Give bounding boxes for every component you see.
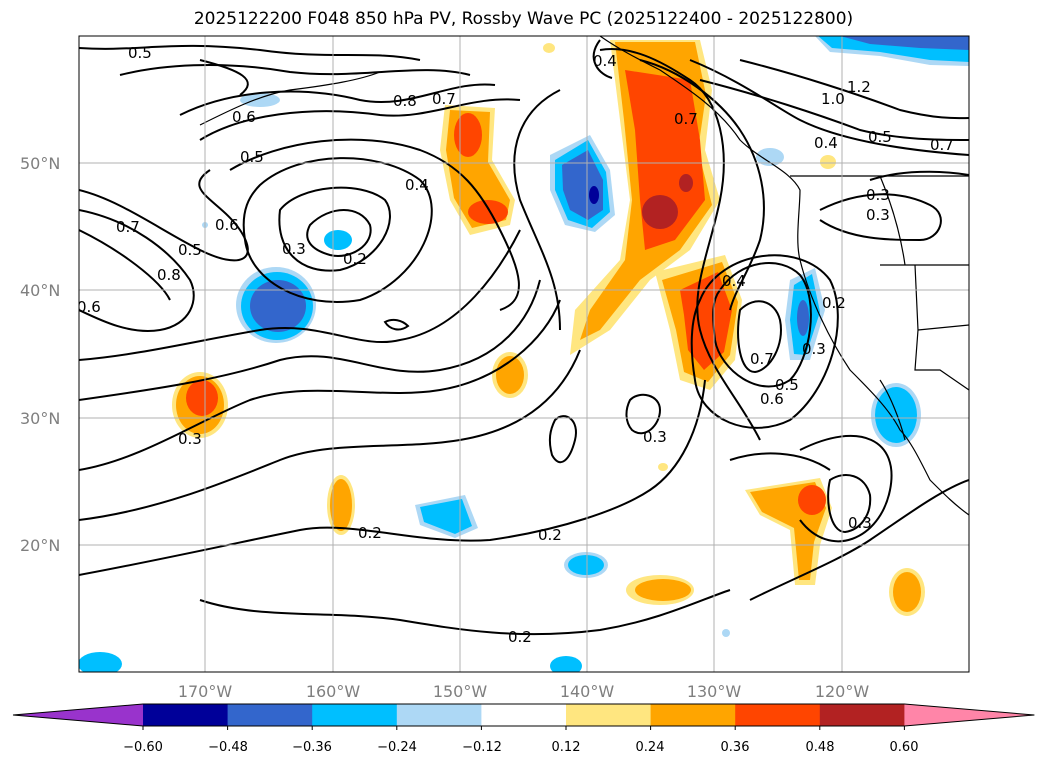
pv-contours	[79, 39, 969, 636]
lon-label-150w: 150°W	[433, 682, 488, 701]
colorbar-segment	[227, 704, 313, 726]
contour-labels: 0.5 0.6 0.5 0.8 0.7 0.4 0.6 0.7 0.5 0.8 …	[77, 44, 954, 646]
map-title: 2025122200 F048 850 hPa PV, Rossby Wave …	[193, 9, 854, 29]
contour-label: 0.7	[116, 218, 140, 236]
lon-label-170w: 170°W	[178, 682, 233, 701]
colorbar-tick-label: 0.48	[806, 740, 835, 755]
colorbar-segment	[819, 704, 905, 726]
colorbar-extend-min	[13, 704, 143, 726]
lat-label-50n: 50°N	[20, 154, 60, 173]
colorbar-segment	[566, 704, 652, 726]
contour-label: 0.7	[750, 350, 774, 368]
contour-label: 0.4	[593, 52, 617, 70]
colorbar-tick-label: 0.12	[552, 740, 581, 755]
contour-label: 0.2	[343, 250, 367, 268]
contour-label: 0.6	[77, 298, 101, 316]
contour-label: 0.3	[866, 186, 890, 204]
colorbar-tick-labels: −0.60 −0.48 −0.36 −0.24 −0.12 0.12 0.24 …	[123, 740, 918, 755]
contour-label: 0.4	[814, 134, 838, 152]
colorbar-tick-label: −0.36	[292, 740, 332, 755]
coastlines	[199, 36, 969, 516]
colorbar-segment	[735, 704, 821, 726]
contour-label: 0.8	[157, 266, 181, 284]
contour-label: 0.2	[822, 294, 846, 312]
colorbar-segment	[312, 704, 398, 726]
colorbar-segment	[650, 704, 736, 726]
map-background	[79, 36, 969, 672]
colorbar-tick-label: −0.48	[208, 740, 248, 755]
contour-label: 0.5	[240, 148, 264, 166]
colorbar-tick-label: −0.60	[123, 740, 163, 755]
lat-label-30n: 30°N	[20, 409, 60, 428]
contour-label: 0.6	[760, 390, 784, 408]
contour-label: 0.4	[722, 272, 746, 290]
contour-label: 0.6	[232, 108, 256, 126]
colorbar-segment	[396, 704, 482, 726]
contour-label: 0.3	[178, 430, 202, 448]
negative-anomaly-shading	[79, 36, 969, 672]
contour-label: 0.3	[802, 340, 826, 358]
colorbar-tick-label: −0.24	[377, 740, 417, 755]
contour-label: 0.6	[215, 216, 239, 234]
lat-label-40n: 40°N	[20, 281, 60, 300]
map-frame	[78, 35, 970, 673]
colorbar-segment	[481, 704, 567, 726]
gridlines	[79, 36, 969, 672]
lon-label-130w: 130°W	[687, 682, 742, 701]
contour-label: 0.5	[128, 44, 152, 62]
contour-label: 0.2	[358, 524, 382, 542]
contour-label: 0.5	[868, 128, 892, 146]
positive-anomaly-shading	[172, 40, 925, 616]
contour-label: 0.2	[538, 526, 562, 544]
colorbar-segment	[143, 704, 229, 726]
longitude-labels: 170°W 160°W 150°W 140°W 130°W 120°W	[178, 682, 870, 701]
contour-label: 0.3	[848, 514, 872, 532]
colorbar-tick-label: 0.24	[636, 740, 665, 755]
contour-label: 0.7	[930, 136, 954, 154]
colorbar-tick-label: 0.60	[890, 740, 919, 755]
contour-label: 1.0	[821, 90, 845, 108]
contour-label: 0.7	[674, 110, 698, 128]
contour-label: 0.8	[393, 92, 417, 110]
colorbar	[12, 703, 1035, 730]
contour-label: 0.7	[432, 90, 456, 108]
contour-label: 0.5	[178, 241, 202, 259]
latitude-labels: 50°N 40°N 30°N 20°N	[20, 154, 60, 555]
contour-label: 0.2	[508, 628, 532, 646]
lon-label-140w: 140°W	[560, 682, 615, 701]
contour-label: 0.5	[775, 376, 799, 394]
contour-label: 0.4	[405, 176, 429, 194]
contour-label: 0.3	[643, 428, 667, 446]
lon-label-160w: 160°W	[306, 682, 361, 701]
colorbar-tick-label: −0.12	[462, 740, 502, 755]
contour-label: 0.3	[282, 240, 306, 258]
contour-label: 1.2	[847, 78, 871, 96]
colorbar-extend-max	[904, 704, 1035, 726]
colorbar-tick-label: 0.36	[721, 740, 750, 755]
lon-label-120w: 120°W	[815, 682, 870, 701]
contour-label: 0.3	[866, 206, 890, 224]
lat-label-20n: 20°N	[20, 536, 60, 555]
